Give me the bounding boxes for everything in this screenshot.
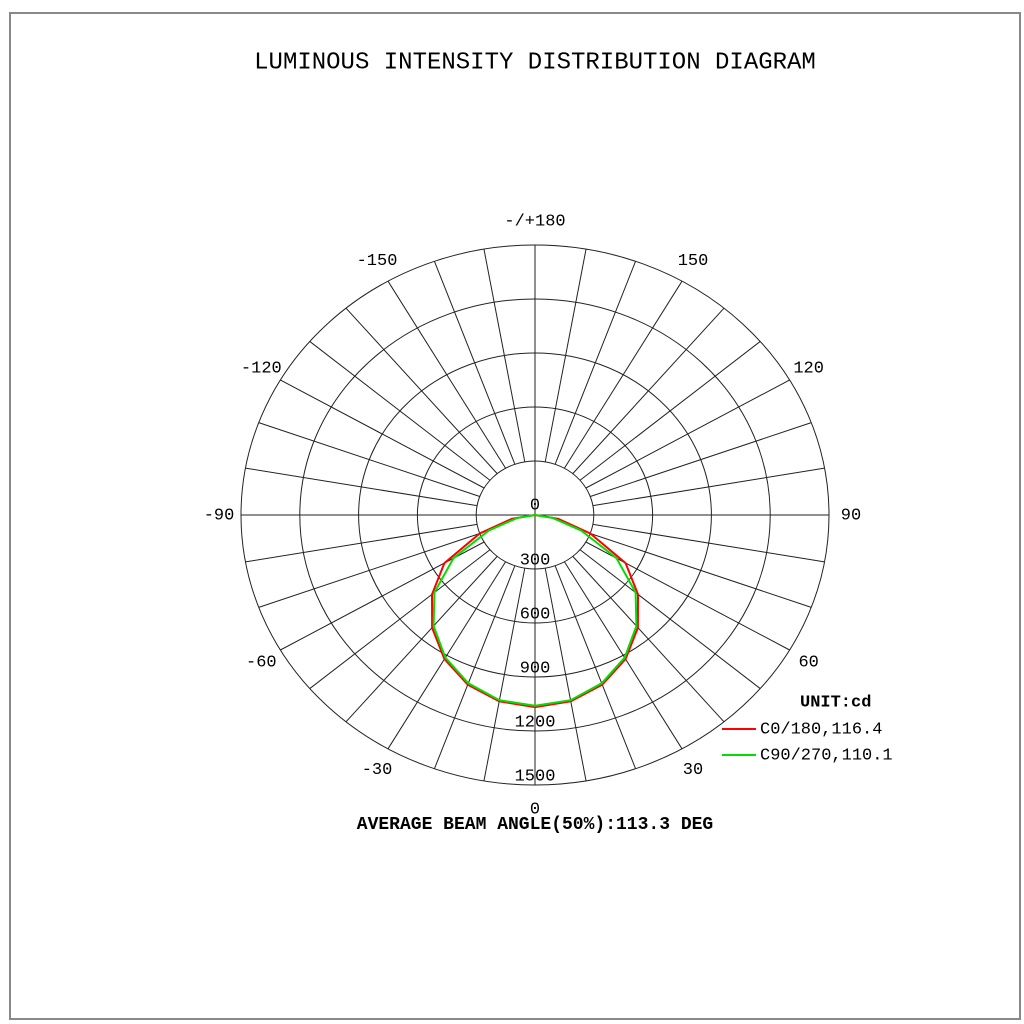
grid-spoke xyxy=(245,523,478,563)
grid-spoke xyxy=(483,568,526,781)
series-line xyxy=(430,514,640,709)
theta-tick-label: -30 xyxy=(362,761,393,780)
theta-tick-label: 150 xyxy=(678,252,709,271)
grid-spoke xyxy=(579,549,761,689)
legend-label: C0/180,116.4 xyxy=(760,720,882,739)
grid-spoke xyxy=(280,379,485,489)
theta-tick-label: -90 xyxy=(204,506,235,525)
theta-tick-label: 60 xyxy=(798,653,818,672)
theta-tick-label: 30 xyxy=(683,761,703,780)
theta-tick-label: 0 xyxy=(530,800,540,819)
theta-tick-label: -/+180 xyxy=(504,212,565,231)
grid-spoke xyxy=(579,341,761,481)
grid-spoke xyxy=(387,561,507,750)
series-line xyxy=(432,514,638,707)
legend-title: UNIT:cd xyxy=(800,693,871,712)
grid-spoke xyxy=(433,261,516,465)
grid-spoke xyxy=(572,556,725,723)
grid-spoke xyxy=(590,532,812,608)
grid-spoke xyxy=(345,556,498,723)
grid-spoke xyxy=(345,307,498,474)
grid-spoke xyxy=(544,249,587,462)
grid-spoke xyxy=(572,307,725,474)
grid-spoke xyxy=(309,341,491,481)
grid-spoke xyxy=(592,467,825,507)
grid-spoke xyxy=(554,261,637,465)
footer: AVERAGE BEAM ANGLE(50%):113.3 DEG xyxy=(357,815,713,835)
grid-spoke xyxy=(563,561,683,750)
theta-tick-label: 90 xyxy=(841,506,861,525)
grid-spoke xyxy=(585,541,790,651)
theta-tick-label: -120 xyxy=(241,359,282,378)
chart-title: LUMINOUS INTENSITY DISTRIBUTION DIAGRAM xyxy=(254,49,816,76)
legend-label: C90/270,110.1 xyxy=(760,746,893,765)
grid-spoke xyxy=(483,249,526,462)
grid-spoke xyxy=(585,379,790,489)
grid-spoke xyxy=(258,532,480,608)
grid-spoke xyxy=(245,467,478,507)
grid-spoke xyxy=(433,565,516,769)
theta-tick-label: -150 xyxy=(357,252,398,271)
theta-tick-label: -60 xyxy=(246,653,277,672)
grid-spoke xyxy=(590,422,812,498)
grid-spoke xyxy=(554,565,637,769)
grid-spoke xyxy=(592,523,825,563)
grid-spoke xyxy=(309,549,491,689)
theta-tick-label: 120 xyxy=(793,359,824,378)
frame xyxy=(9,12,1021,1020)
grid-spoke xyxy=(280,541,485,651)
grid-spoke xyxy=(563,280,683,469)
grid-spoke xyxy=(544,568,587,781)
grid-spoke xyxy=(387,280,507,469)
grid-spoke xyxy=(258,422,480,498)
